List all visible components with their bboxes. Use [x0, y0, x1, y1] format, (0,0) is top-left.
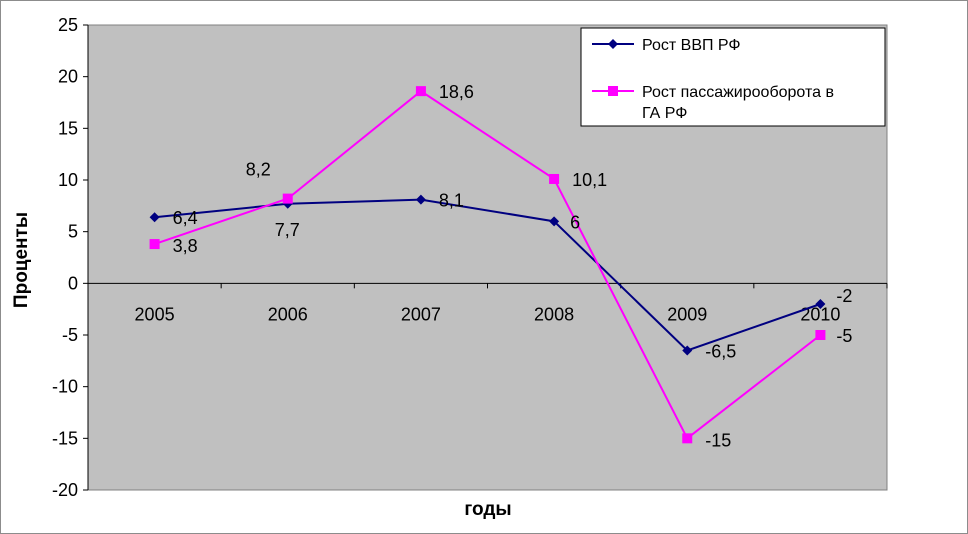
x-tick-label: 2010: [800, 304, 840, 324]
y-tick-label: -10: [52, 377, 78, 397]
data-label: -6,5: [705, 342, 736, 362]
legend-label-2: Рост пассажирооборота в: [642, 84, 834, 101]
data-label: -2: [836, 286, 852, 306]
y-tick-label: -15: [52, 428, 78, 448]
data-label: -5: [836, 326, 852, 346]
x-tick-label: 2007: [401, 304, 441, 324]
y-tick-label: 5: [68, 222, 78, 242]
series-1-point: [549, 216, 560, 227]
y-axis-title: Проценты: [11, 212, 32, 308]
y-tick-label: 0: [68, 273, 78, 293]
x-tick-label: 2006: [268, 304, 308, 324]
series-2-point: [282, 193, 293, 204]
x-tick-label: 2008: [534, 304, 574, 324]
y-tick-label: 25: [58, 15, 78, 35]
y-tick-label: 15: [58, 118, 78, 138]
series-2-point: [415, 86, 426, 97]
data-label: 18,6: [439, 82, 474, 102]
series-1-point: [149, 212, 160, 223]
y-tick-label: -20: [52, 480, 78, 500]
series-2-point: [149, 239, 160, 250]
series-2-point: [682, 433, 693, 444]
y-tick-label: 20: [58, 67, 78, 87]
data-label: 7,7: [275, 220, 300, 240]
y-axis: 25 20 15 10 5 0 -5 -10 -15 -20: [52, 15, 89, 500]
data-label: 3,8: [173, 236, 198, 256]
x-axis: 2005 2006 2007 2008 2009 2010: [87, 282, 888, 324]
x-axis-title: годы: [464, 499, 511, 520]
data-label: -15: [705, 430, 731, 450]
data-label: 8,1: [439, 191, 464, 211]
series-layer: [149, 86, 826, 444]
data-label-layer: 6,4 7,7 8,1 6 -6,5 -2 3,8 8,2 18,6 10,1 -15 -5: [173, 82, 853, 450]
data-label: 6,4: [173, 208, 198, 228]
legend-marker-2: [608, 86, 618, 96]
x-tick-label: 2009: [667, 304, 707, 324]
x-tick-label: 2005: [135, 304, 175, 324]
series-1-point: [415, 194, 426, 205]
legend: Рост ВВП РФ Рост пассажирооборота в ГА РФ: [580, 27, 886, 127]
legend-label-2: ГА РФ: [642, 105, 687, 122]
series-line-2: [154, 89, 822, 440]
data-label: 10,1: [572, 170, 607, 190]
legend-box: [580, 27, 886, 127]
y-tick-label: -5: [62, 325, 78, 345]
y-tick-label: 10: [58, 170, 78, 190]
series-1-point: [682, 345, 693, 356]
data-label: 6: [570, 212, 580, 232]
legend-marker-1: [608, 39, 618, 49]
series-2-point: [815, 330, 826, 340]
series-2-point: [549, 173, 560, 184]
data-label: 8,2: [246, 160, 271, 180]
series-1-point: [815, 299, 826, 309]
legend-label-1: Рост ВВП РФ: [642, 37, 741, 54]
